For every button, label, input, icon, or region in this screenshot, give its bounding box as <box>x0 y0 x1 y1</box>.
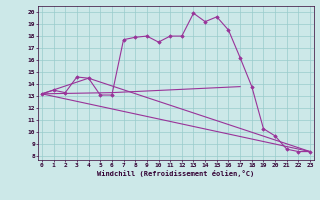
X-axis label: Windchill (Refroidissement éolien,°C): Windchill (Refroidissement éolien,°C) <box>97 170 255 177</box>
